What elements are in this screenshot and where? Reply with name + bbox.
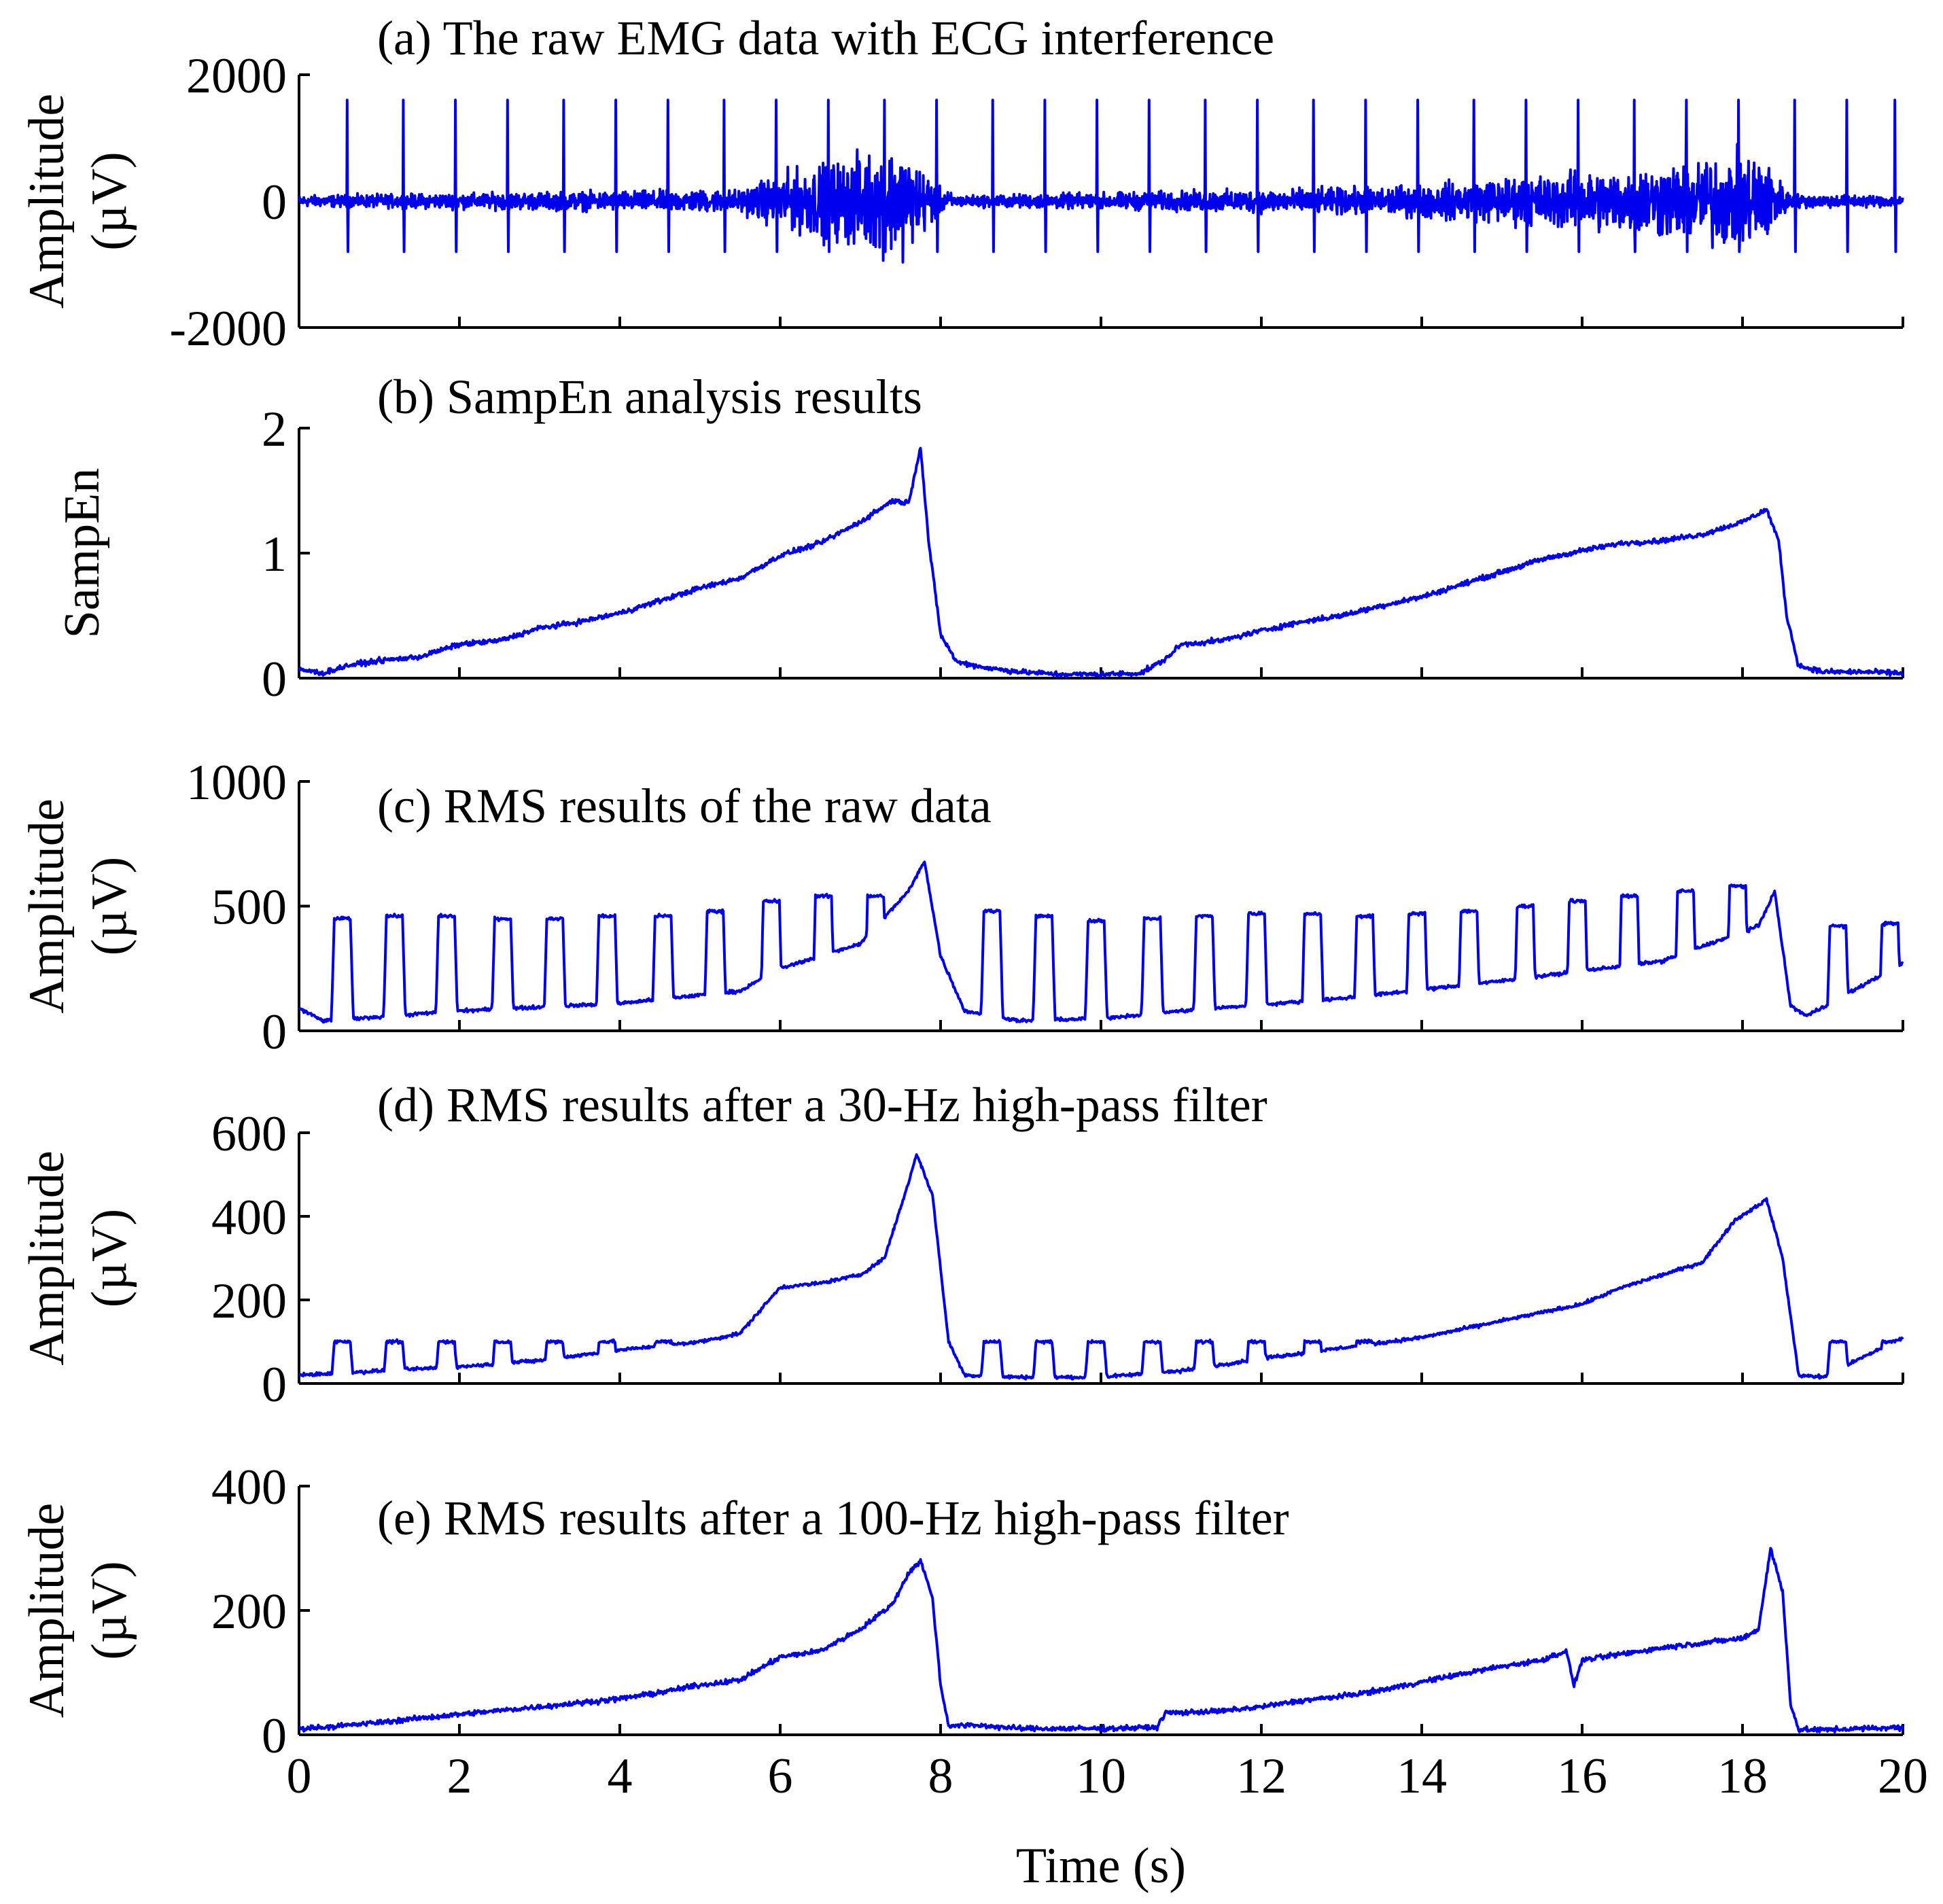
y-tick-label: 1000 — [186, 755, 287, 811]
y-axis-label: (µV) — [82, 152, 137, 250]
y-axis-label: (µV) — [82, 857, 137, 955]
panel-c: 0 500 1000 (c) RMS results of the raw data A… — [19, 755, 1904, 1060]
y-tick-label: 1 — [262, 527, 287, 582]
y-tick-label: 200 — [211, 1584, 287, 1640]
y-tick-label: 0 — [262, 652, 287, 707]
y-tick-label: 0 — [262, 1004, 287, 1060]
panel-title: (c) RMS results of the raw data — [377, 779, 992, 833]
x-axis-label: Time (s) — [1016, 1838, 1186, 1894]
x-tick-label: 6 — [768, 1748, 793, 1804]
y-tick-label: 400 — [211, 1460, 287, 1515]
x-tick-label: 14 — [1397, 1748, 1447, 1804]
panel-b: 0 1 2 (b) SampEn analysis results SampEn — [54, 370, 1904, 707]
y-tick-label: 0 — [262, 1357, 287, 1413]
x-tick-label: 8 — [928, 1748, 953, 1804]
panel-title: (b) SampEn analysis results — [377, 370, 922, 424]
x-tick-label: 12 — [1236, 1748, 1286, 1804]
x-tick-label: 4 — [608, 1748, 633, 1804]
y-axis-label: Amplitude — [19, 798, 75, 1014]
y-tick-label: 400 — [211, 1190, 287, 1246]
panel-title: (a) The raw EMG data with ECG interferen… — [377, 11, 1274, 65]
x-tick-label: 16 — [1557, 1748, 1607, 1804]
x-tick-label: 2 — [447, 1748, 472, 1804]
y-tick-label: 2 — [262, 402, 287, 457]
y-axis-label: Amplitude — [19, 1150, 75, 1366]
y-axis-label: Amplitude — [19, 94, 75, 309]
x-tick-label: 18 — [1717, 1748, 1768, 1804]
y-tick-label: -2000 — [169, 301, 287, 357]
panel-a: -2000 0 2000 (a) The raw EMG data with ECG … — [19, 11, 1904, 357]
panel-e: 0 200 400 0 2 4 6 8 10 12 14 16 18 20 (e) RMS results … — [19, 1460, 1928, 1804]
y-tick-label: 200 — [211, 1273, 287, 1329]
panel-d: 0 200 400 600 (d) RMS results after a 30-Hz … — [19, 1078, 1904, 1413]
series-line — [298, 1153, 1904, 1381]
y-tick-label: 2000 — [186, 48, 287, 104]
y-axis-label: Amplitude — [19, 1503, 75, 1718]
series-line — [298, 860, 1904, 1024]
panel-title: (d) RMS results after a 30-Hz high-pass … — [377, 1078, 1267, 1132]
y-tick-label: 0 — [262, 175, 287, 230]
y-tick-label: 0 — [262, 1708, 287, 1764]
y-tick-label: 600 — [211, 1106, 287, 1162]
panel-title: (e) RMS results after a 100-Hz high-pass… — [377, 1491, 1289, 1545]
y-tick-label: 500 — [211, 880, 287, 936]
y-axis-label: (µV) — [82, 1561, 137, 1659]
y-axis-label: SampEn — [54, 468, 110, 639]
series-line — [298, 1547, 1904, 1733]
x-tick-label: 20 — [1878, 1748, 1928, 1804]
x-tick-label: 0 — [287, 1748, 312, 1804]
y-axis-label: (µV) — [82, 1209, 137, 1307]
series-line — [298, 446, 1904, 679]
x-tick-label: 10 — [1076, 1748, 1126, 1804]
series-line — [298, 99, 1904, 264]
